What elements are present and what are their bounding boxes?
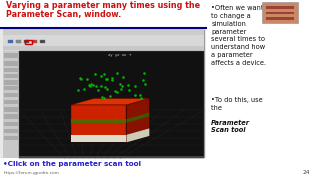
Bar bbox=[4, 86, 18, 90]
Bar bbox=[24, 40, 29, 43]
Bar bbox=[266, 12, 294, 14]
Bar bbox=[4, 80, 18, 85]
Bar bbox=[0, 158, 206, 180]
Bar bbox=[4, 136, 18, 140]
Bar bbox=[4, 122, 18, 126]
Bar bbox=[4, 93, 18, 97]
Bar bbox=[8, 40, 13, 43]
Polygon shape bbox=[126, 128, 149, 142]
Bar bbox=[3, 35, 204, 46]
Bar bbox=[206, 0, 320, 28]
Polygon shape bbox=[126, 98, 149, 142]
Bar bbox=[3, 28, 204, 51]
Polygon shape bbox=[71, 105, 126, 142]
Bar bbox=[4, 107, 18, 112]
Polygon shape bbox=[71, 135, 126, 142]
Bar bbox=[3, 46, 204, 50]
Text: Parameter Scan, window.: Parameter Scan, window. bbox=[6, 10, 121, 19]
Bar bbox=[266, 6, 294, 9]
Bar bbox=[4, 61, 18, 66]
Text: Parameter
Scan tool: Parameter Scan tool bbox=[211, 120, 250, 133]
Bar bbox=[4, 100, 18, 104]
Text: xy  yz  xz  +: xy yz xz + bbox=[108, 53, 132, 57]
Bar bbox=[4, 74, 18, 78]
Bar bbox=[4, 129, 18, 133]
Bar bbox=[206, 0, 320, 180]
Bar bbox=[0, 0, 206, 28]
Text: •Click on the parameter scan tool: •Click on the parameter scan tool bbox=[3, 161, 141, 167]
Bar bbox=[3, 51, 19, 158]
Bar bbox=[16, 40, 21, 43]
Polygon shape bbox=[71, 98, 149, 105]
Bar bbox=[4, 114, 18, 119]
Polygon shape bbox=[126, 113, 149, 123]
Bar bbox=[3, 28, 204, 35]
Text: 24: 24 bbox=[303, 170, 310, 175]
Bar bbox=[4, 68, 18, 72]
Bar bbox=[19, 156, 204, 158]
Text: https://forum.gpvdm.com: https://forum.gpvdm.com bbox=[3, 171, 59, 175]
Text: Varying a parameter many times using the: Varying a parameter many times using the bbox=[6, 1, 200, 10]
Text: •Often we want
to change a
simulation
parameter
several times to
understand how
: •Often we want to change a simulation pa… bbox=[211, 5, 266, 66]
Bar bbox=[25, 40, 32, 44]
Bar bbox=[262, 2, 298, 23]
Bar bbox=[3, 30, 204, 158]
Polygon shape bbox=[71, 119, 126, 123]
Bar bbox=[19, 51, 204, 158]
Text: •To do this, use
the: •To do this, use the bbox=[211, 97, 263, 111]
Bar bbox=[4, 53, 18, 58]
Bar bbox=[40, 40, 45, 43]
Bar bbox=[32, 40, 37, 43]
Bar bbox=[266, 17, 294, 20]
